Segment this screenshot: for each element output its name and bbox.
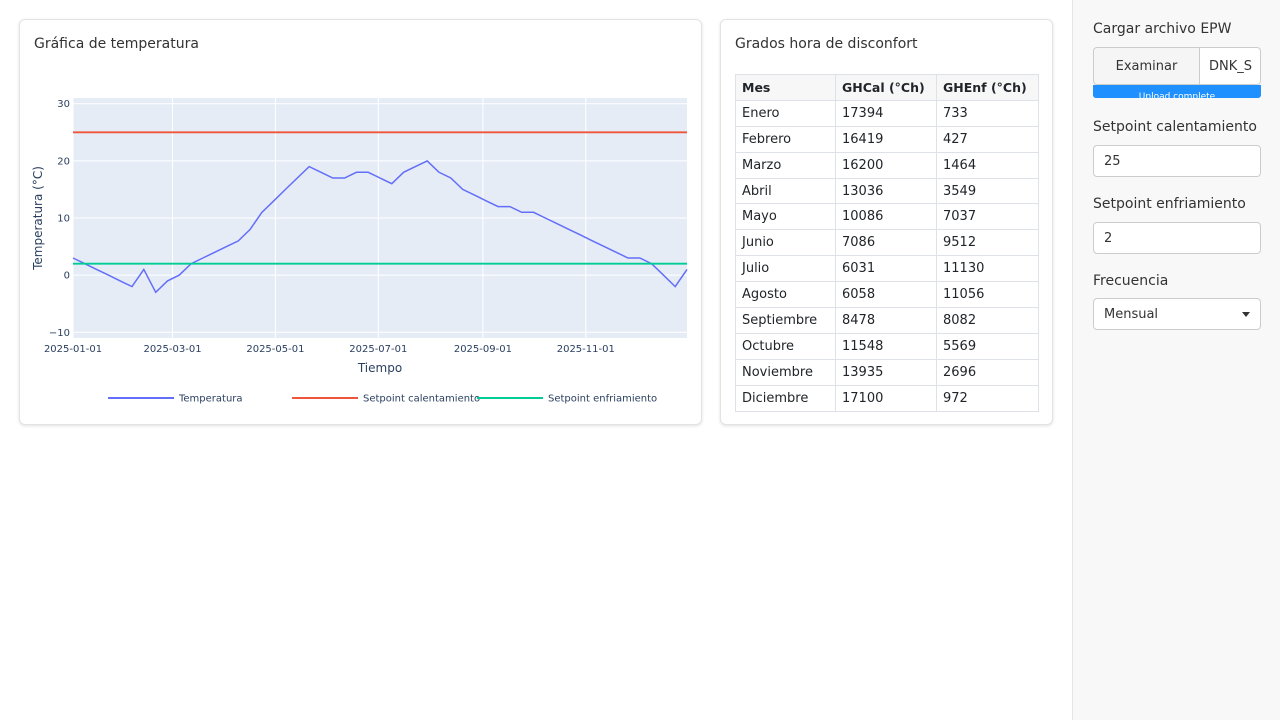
legend-label: Setpoint enfriamiento [548, 394, 657, 405]
x-tick-label: 2025-09-01 [454, 344, 512, 355]
cell-mes: Noviembre [735, 358, 836, 386]
cell-ghenf: 7037 [936, 203, 1039, 231]
cooling-setpoint-label: Setpoint enfriamiento [1093, 196, 1246, 212]
cell-mes: Febrero [735, 125, 836, 153]
cell-ghcal: 11548 [835, 332, 937, 360]
temperature-chart-card: Gráfica de temperatura 30 20 10 0 −10 2025-0… [19, 19, 702, 425]
chart-legend[interactable]: Temperatura Setpoint calentamiento Setpoin… [108, 394, 657, 405]
frequency-selected-value: Mensual [1104, 306, 1159, 322]
cell-ghcal: 7086 [835, 229, 937, 257]
cell-ghenf: 1464 [936, 151, 1039, 179]
chart-series [72, 131, 688, 294]
cell-ghcal: 13935 [835, 358, 937, 386]
browse-button[interactable]: Examinar [1093, 47, 1200, 85]
x-tick-label: 2025-07-01 [349, 344, 407, 355]
cell-ghenf: 427 [936, 125, 1039, 153]
cell-ghenf: 733 [936, 99, 1039, 127]
x-tick-label: 2025-03-01 [143, 344, 201, 355]
legend-item-enfriamiento[interactable]: Setpoint enfriamiento [477, 394, 657, 405]
temperature-chart[interactable]: 30 20 10 0 −10 2025-01-01 2025-03-01 2025-05-0… [20, 20, 703, 426]
x-tick-label: 2025-01-01 [44, 344, 102, 355]
cell-mes: Abril [735, 177, 836, 205]
cell-mes: Mayo [735, 203, 836, 231]
temperature-series-line [72, 159, 688, 294]
cell-ghenf: 5569 [936, 332, 1039, 360]
cell-mes: Enero [735, 99, 836, 127]
x-tick-labels: 2025-01-01 2025-03-01 2025-05-01 2025-07-01… [44, 344, 615, 355]
cell-ghcal: 17100 [835, 384, 937, 412]
y-tick-label: 10 [57, 214, 70, 225]
frequency-select[interactable]: Mensual [1093, 298, 1261, 330]
chart-card-title: Gráfica de temperatura [34, 36, 199, 52]
x-tick-label: 2025-05-01 [246, 344, 304, 355]
y-tick-label: 30 [57, 99, 70, 110]
chevron-down-icon [1242, 311, 1250, 317]
table-row: Enero 17394 733 [735, 99, 1039, 127]
cooling-setpoint-input[interactable] [1093, 222, 1261, 254]
cell-ghcal: 13036 [835, 177, 937, 205]
y-axis-title: Temperatura (°C) [31, 166, 45, 271]
cell-ghcal: 6058 [835, 281, 937, 309]
legend-label: Setpoint calentamiento [363, 394, 480, 405]
column-header-mes[interactable]: Mes [735, 74, 836, 101]
column-header-ghenf[interactable]: GHEnf (°Ch) [936, 74, 1039, 101]
table-card-title: Grados hora de disconfort [735, 36, 918, 52]
y-tick-label: −10 [49, 328, 70, 339]
table-row: Noviembre 13935 2696 [735, 358, 1039, 386]
legend-item-calentamiento[interactable]: Setpoint calentamiento [292, 394, 480, 405]
heating-setpoint-label: Setpoint calentamiento [1093, 119, 1257, 135]
cell-ghenf: 9512 [936, 229, 1039, 257]
x-tick-label: 2025-11-01 [557, 344, 615, 355]
table-row: Abril 13036 3549 [735, 177, 1039, 205]
table-row: Febrero 16419 427 [735, 125, 1039, 153]
cell-ghcal: 10086 [835, 203, 937, 231]
frequency-label: Frecuencia [1093, 273, 1169, 289]
cell-mes: Marzo [735, 151, 836, 179]
cell-ghenf: 8082 [936, 307, 1039, 334]
cell-ghcal: 8478 [835, 307, 937, 334]
table-row: Octubre 11548 5569 [735, 332, 1039, 360]
gridlines [72, 98, 687, 338]
cell-mes: Octubre [735, 332, 836, 360]
legend-label: Temperatura [178, 394, 243, 405]
table-row: Septiembre 8478 8082 [735, 307, 1039, 334]
main-panel: Gráfica de temperatura 30 20 10 0 −10 2025-0… [19, 19, 1053, 425]
cell-mes: Julio [735, 255, 836, 283]
discomfort-table: Mes GHCal (°Ch) GHEnf (°Ch) Enero 17394 73… [735, 74, 1039, 412]
legend-item-temperatura[interactable]: Temperatura [108, 394, 243, 405]
cell-ghenf: 11130 [936, 255, 1039, 283]
cell-ghcal: 16419 [835, 125, 937, 153]
cell-mes: Septiembre [735, 307, 836, 334]
cell-ghenf: 2696 [936, 358, 1039, 386]
table-row: Julio 6031 11130 [735, 255, 1039, 283]
cell-ghcal: 6031 [835, 255, 937, 283]
upload-progress-bar: Upload complete [1093, 85, 1261, 98]
upload-label: Cargar archivo EPW [1093, 21, 1232, 37]
sidebar: Cargar archivo EPW Examinar DNK_S Upload… [1072, 0, 1280, 720]
discomfort-table-card: Grados hora de disconfort Mes GHCal (°Ch… [720, 19, 1053, 425]
table-row: Junio 7086 9512 [735, 229, 1039, 257]
table-row: Marzo 16200 1464 [735, 151, 1039, 179]
cell-ghenf: 972 [936, 384, 1039, 412]
cell-ghenf: 11056 [936, 281, 1039, 309]
heating-setpoint-input[interactable] [1093, 145, 1261, 177]
table-header-row: Mes GHCal (°Ch) GHEnf (°Ch) [735, 74, 1039, 101]
cell-mes: Diciembre [735, 384, 836, 412]
file-name-field[interactable]: DNK_S [1200, 47, 1261, 85]
cell-ghcal: 17394 [835, 99, 937, 127]
y-tick-label: 20 [57, 156, 70, 167]
file-upload: Examinar DNK_S [1093, 47, 1261, 85]
table-row: Agosto 6058 11056 [735, 281, 1039, 309]
table-row: Diciembre 17100 972 [735, 384, 1039, 412]
y-tick-labels: 30 20 10 0 −10 [49, 99, 70, 339]
column-header-ghcal[interactable]: GHCal (°Ch) [835, 74, 937, 101]
cell-ghcal: 16200 [835, 151, 937, 179]
cell-mes: Junio [735, 229, 836, 257]
table-row: Mayo 10086 7037 [735, 203, 1039, 231]
y-tick-label: 0 [64, 271, 70, 282]
x-axis-title: Tiempo [357, 361, 402, 375]
cell-ghenf: 3549 [936, 177, 1039, 205]
cell-mes: Agosto [735, 281, 836, 309]
